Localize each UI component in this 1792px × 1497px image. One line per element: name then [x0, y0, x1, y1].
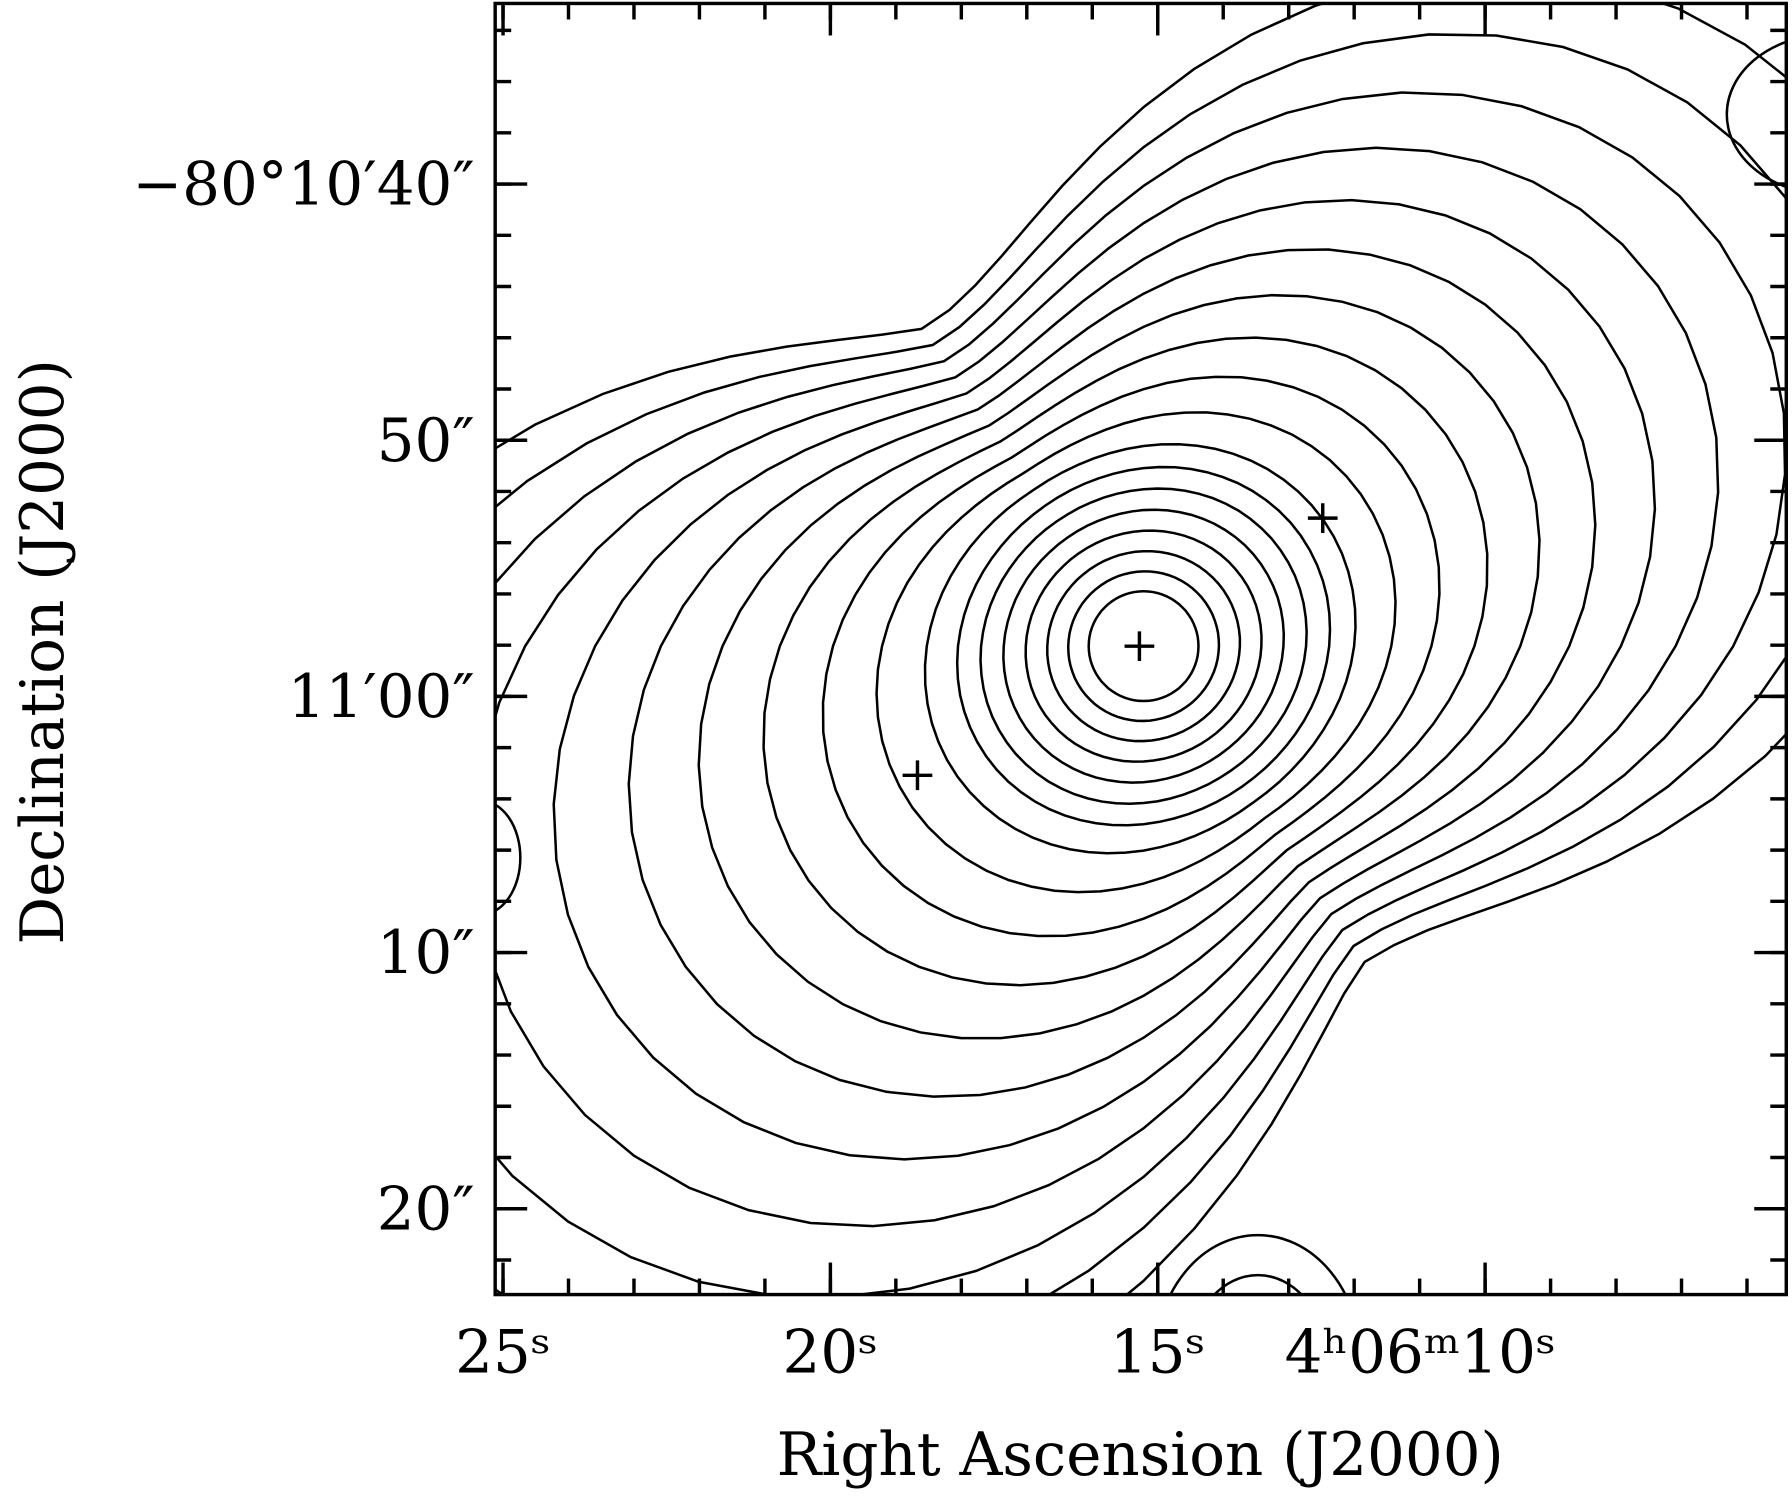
contour: [1066, 570, 1221, 723]
contour: [552, 198, 1657, 1161]
contour: [495, 91, 1787, 1295]
y-tick-label: 10″: [377, 919, 475, 988]
contour: [1212, 1273, 1304, 1295]
contour: [955, 465, 1332, 827]
y-tick-label: 50″: [377, 407, 475, 476]
contours: [495, 3, 1787, 1295]
y-tick-label: 11′00″: [288, 663, 475, 732]
x-tick-label: 25ˢ: [455, 1318, 551, 1387]
contour: [1169, 1233, 1347, 1295]
y-tick-label: −80°10′40″: [132, 151, 474, 220]
contour: [1725, 40, 1787, 189]
contour: [821, 375, 1441, 938]
contour: [495, 146, 1720, 1228]
x-tick-label: 15ˢ: [1110, 1318, 1206, 1387]
contour: [923, 443, 1357, 855]
contour: [875, 411, 1397, 894]
source-marker: [902, 760, 933, 791]
contour: [762, 336, 1489, 987]
y-tick-label: 20″: [377, 1175, 475, 1244]
plot-frame: [493, 1, 1788, 1297]
contour: [979, 487, 1308, 805]
contour: [627, 248, 1597, 1098]
contour: [1024, 529, 1263, 763]
contour: [1046, 549, 1242, 743]
x-axis-label: Right Ascension (J2000): [777, 1421, 1504, 1490]
contour: [1002, 508, 1286, 784]
source-marker: [1307, 503, 1338, 533]
y-axis-label: Declination (J2000): [9, 359, 78, 944]
source-marker: [1124, 631, 1155, 662]
contour: [1087, 589, 1200, 703]
contour: [495, 803, 522, 913]
x-tick-label: 20ˢ: [783, 1318, 879, 1387]
contour: [495, 33, 1787, 1295]
contour: [495, 3, 1787, 1295]
contour: [697, 293, 1541, 1040]
x-tick-label: 4ʰ06ᵐ10ˢ: [1285, 1318, 1556, 1387]
